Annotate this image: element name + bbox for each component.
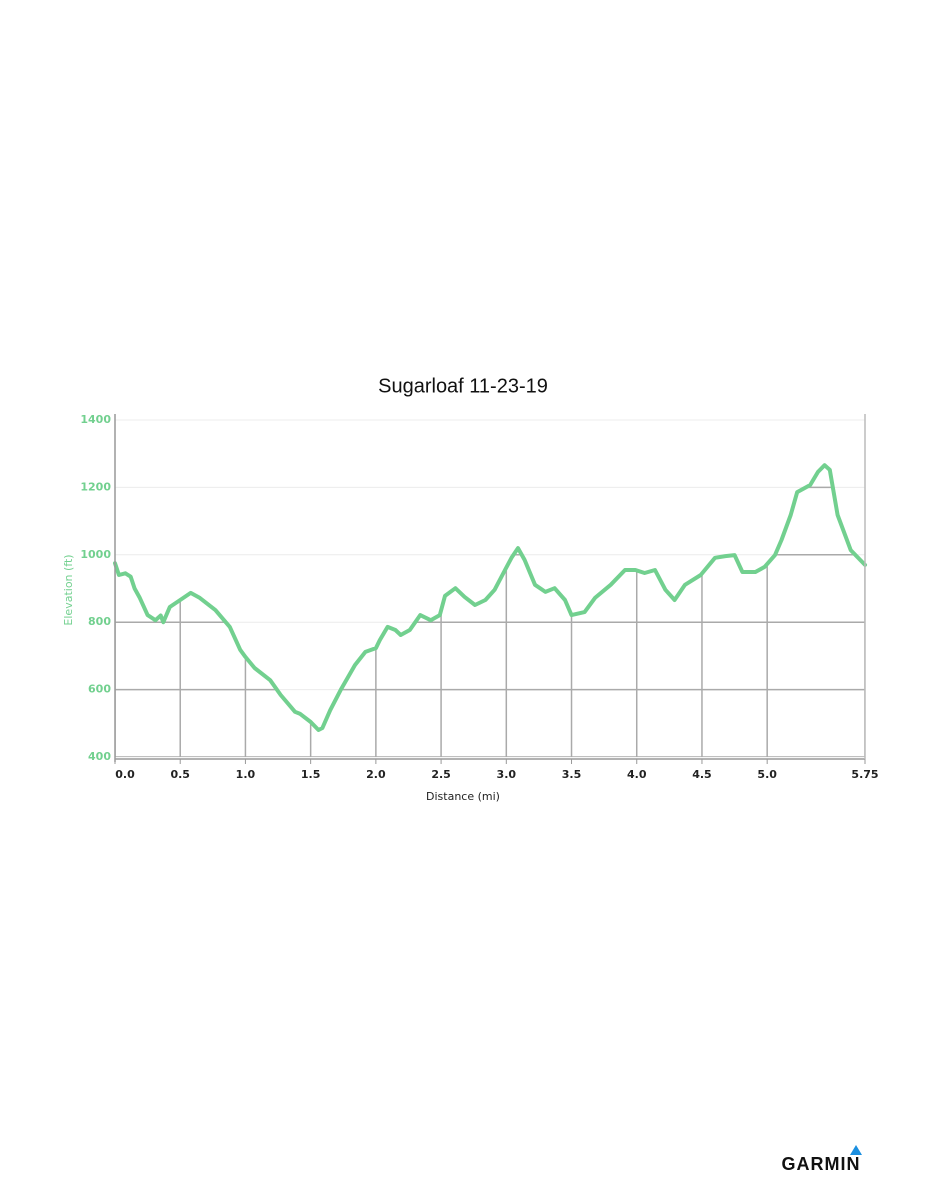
grid	[115, 419, 865, 758]
chart-title: Sugarloaf 11-23-19	[378, 375, 548, 397]
x-tick-label: 4.0	[627, 768, 647, 781]
x-tick-label: 5.75	[851, 768, 878, 781]
x-tick-label: 2.0	[366, 768, 386, 781]
x-tick-label: 3.5	[562, 768, 582, 781]
x-axis-label: Distance (mi)	[426, 790, 500, 803]
x-tick-label: 0.5	[170, 768, 190, 781]
x-tick-label: 4.5	[692, 768, 712, 781]
brand-logo: GARMIN	[782, 1154, 861, 1174]
y-tick-label: 800	[88, 615, 111, 628]
y-tick-label: 1200	[80, 480, 111, 493]
logo-triangle	[850, 1145, 862, 1155]
x-tick-label: 1.0	[236, 768, 256, 781]
y-tick-label: 600	[88, 683, 111, 696]
x-tick-label: 5.0	[757, 768, 777, 781]
y-tick-label: 1000	[80, 548, 111, 561]
grid-under-line	[115, 465, 865, 757]
elevation-line	[113, 463, 867, 732]
y-tick-label: 400	[88, 750, 111, 763]
x-tick-label: 0.0	[115, 768, 135, 781]
y-tick-label: 1400	[80, 413, 111, 426]
x-tick-label: 1.5	[301, 768, 321, 781]
x-tick-label: 3.0	[497, 768, 517, 781]
x-tick-label: 2.5	[431, 768, 451, 781]
plot	[113, 463, 867, 732]
y-axis-label: Elevation (ft)	[62, 554, 75, 625]
